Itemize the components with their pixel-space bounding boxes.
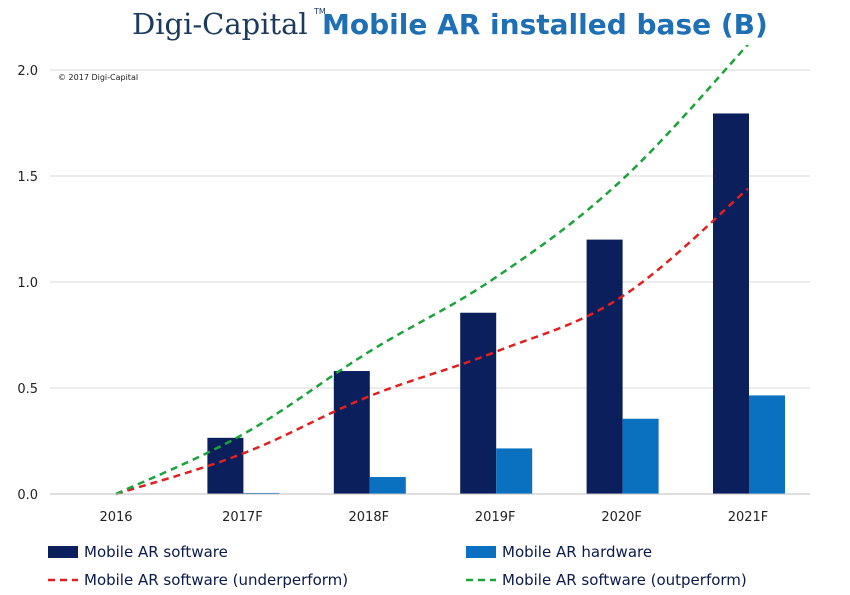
copyright-note: © 2017 Digi-Capital	[58, 73, 138, 82]
legend-swatch	[48, 546, 78, 558]
legend-label: Mobile AR hardware	[502, 543, 652, 561]
bar-software	[586, 239, 623, 494]
bar-hardware	[243, 492, 280, 494]
y-axis-ticks: 0.0 0.5 1.0 1.5 2.0	[17, 64, 38, 503]
bar-software	[207, 437, 244, 494]
bars	[207, 113, 785, 495]
x-axis-ticks: 2016 2017F 2018F 2019F 2020F 2021F	[99, 510, 768, 525]
y-tick-label: 0.5	[17, 382, 38, 397]
y-tick-label: 0.0	[17, 488, 38, 503]
x-tick-label: 2020F	[601, 510, 642, 525]
legend: Mobile AR software Mobile AR hardware Mobi…	[48, 543, 747, 589]
x-tick-label: 2019F	[475, 510, 516, 525]
legend-label: Mobile AR software (underperform)	[84, 571, 348, 589]
x-tick-label: 2021F	[728, 510, 769, 525]
legend-label: Mobile AR software	[84, 543, 228, 561]
brand-trademark: TM	[313, 7, 326, 16]
legend-swatch	[466, 546, 496, 558]
bar-software	[333, 371, 370, 494]
bar-hardware	[496, 448, 533, 494]
x-tick-label: 2016	[99, 510, 132, 525]
bar-hardware	[749, 395, 785, 494]
gridlines	[50, 69, 810, 389]
y-tick-label: 1.5	[17, 170, 38, 185]
brand-logo: Digi-Capital	[132, 7, 308, 41]
bar-hardware	[622, 418, 659, 494]
bar-software	[460, 312, 497, 494]
bar-hardware	[369, 477, 406, 494]
bar-software	[713, 113, 749, 495]
line-outperform	[115, 45, 749, 496]
trend-lines	[115, 45, 749, 496]
y-tick-label: 2.0	[17, 64, 38, 79]
x-tick-label: 2017F	[222, 510, 263, 525]
chart-title: Mobile AR installed base (B)	[322, 8, 768, 41]
y-tick-label: 1.0	[17, 276, 38, 291]
legend-label: Mobile AR software (outperform)	[502, 571, 747, 589]
x-tick-label: 2018F	[349, 510, 390, 525]
